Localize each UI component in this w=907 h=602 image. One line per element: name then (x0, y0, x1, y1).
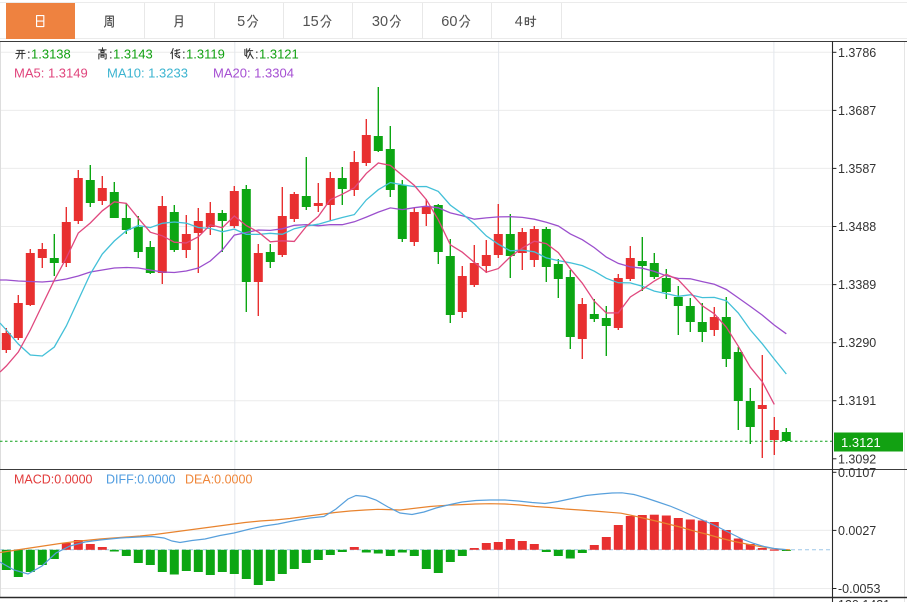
svg-text:1.3290: 1.3290 (838, 336, 876, 350)
svg-text:1.3138: 1.3138 (31, 47, 71, 62)
svg-text:15: 15 (303, 14, 319, 30)
svg-text:0.0027: 0.0027 (838, 524, 876, 538)
svg-text:1.3687: 1.3687 (838, 104, 876, 118)
svg-text:1.3092: 1.3092 (838, 452, 876, 466)
svg-text:30: 30 (372, 14, 388, 30)
svg-text::: : (182, 47, 186, 62)
svg-text:-0.0053: -0.0053 (838, 582, 880, 596)
svg-text:1.3488: 1.3488 (838, 220, 876, 234)
svg-text:1.3143: 1.3143 (113, 47, 153, 62)
svg-text:MACD:0.0000: MACD:0.0000 (14, 473, 93, 487)
svg-text:1.3389: 1.3389 (838, 278, 876, 292)
svg-text:1.3191: 1.3191 (838, 394, 876, 408)
svg-text::: : (255, 47, 259, 62)
svg-text::: : (27, 47, 31, 62)
svg-text:0.0107: 0.0107 (838, 466, 876, 480)
svg-text:1.3121: 1.3121 (841, 435, 881, 450)
svg-text:1.3119: 1.3119 (186, 47, 225, 62)
svg-text:5: 5 (237, 14, 245, 30)
svg-text:MA5: 1.3149: MA5: 1.3149 (14, 66, 88, 81)
svg-text:DEA:0.0000: DEA:0.0000 (185, 473, 252, 487)
svg-text:MA20: 1.3304: MA20: 1.3304 (213, 66, 294, 81)
svg-text::: : (109, 47, 113, 62)
svg-text:4: 4 (515, 14, 523, 30)
svg-text:MA10: 1.3233: MA10: 1.3233 (107, 66, 188, 81)
svg-text:60: 60 (441, 14, 457, 30)
svg-text:1.3587: 1.3587 (838, 162, 876, 176)
svg-text:130.1431: 130.1431 (838, 598, 890, 602)
svg-text:1.3121: 1.3121 (259, 47, 299, 62)
svg-text:DIFF:0.0000: DIFF:0.0000 (106, 473, 176, 487)
svg-text:1.3786: 1.3786 (838, 46, 876, 60)
